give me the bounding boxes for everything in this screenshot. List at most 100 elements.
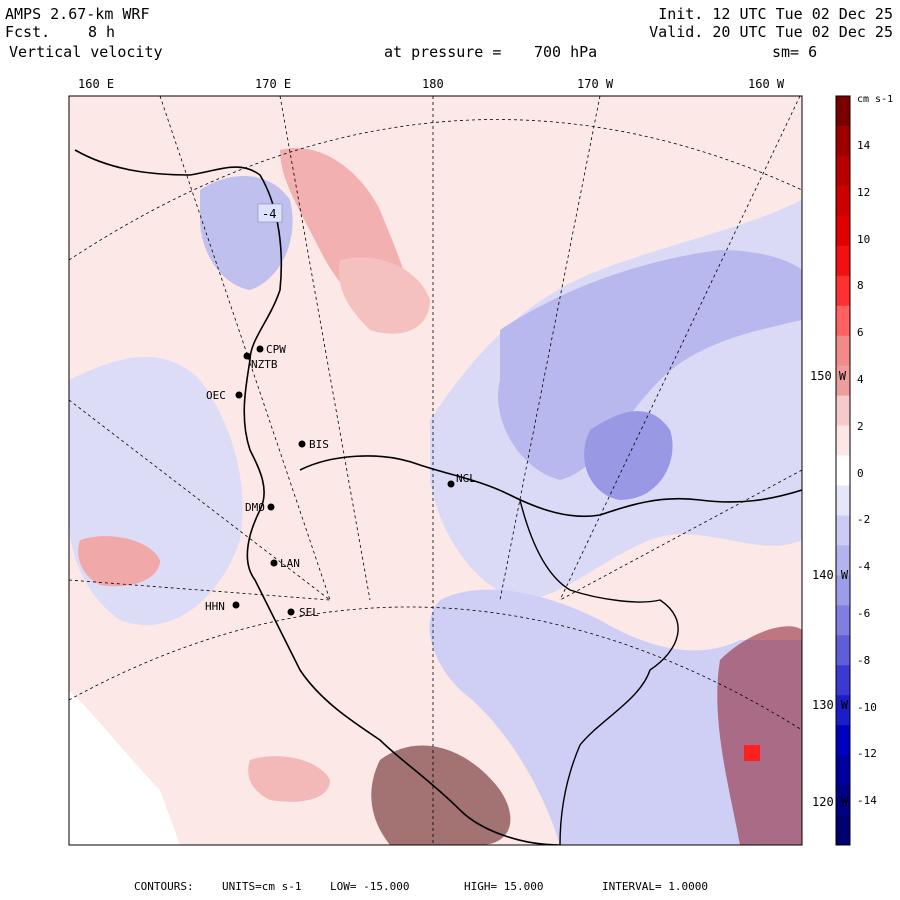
colorbar-tick-label: 4 bbox=[857, 373, 864, 386]
lon-label-160w: 160 W bbox=[748, 77, 785, 91]
colorbar-swatch bbox=[836, 575, 850, 606]
map-frame bbox=[68, 95, 803, 846]
smoothing: sm= 6 bbox=[772, 43, 818, 61]
station-dot-nztb bbox=[243, 352, 251, 360]
colorbar-swatch bbox=[836, 395, 850, 427]
contour-label: -4 bbox=[262, 207, 276, 221]
colorbar-swatch bbox=[836, 785, 850, 816]
graticule bbox=[69, 96, 802, 845]
station-dot-bis bbox=[298, 440, 306, 448]
lon-label-160e: 160 E bbox=[78, 77, 115, 91]
station-label-hhn: HHN bbox=[205, 600, 225, 613]
colorbar-tick-label: 12 bbox=[857, 185, 871, 199]
colorbar-tick-label: -8 bbox=[857, 653, 871, 667]
colorbar-swatch bbox=[836, 215, 850, 247]
lon-label-170e: 170 E bbox=[255, 77, 292, 91]
forecast-label: Fcst. bbox=[5, 23, 51, 41]
mountain-convection-s bbox=[371, 745, 511, 845]
footer-contours-label: CONTOURS: bbox=[134, 880, 194, 893]
coastline bbox=[74, 149, 561, 845]
colorbar-tick-label: 6 bbox=[857, 326, 864, 340]
station-dot-dmo bbox=[267, 503, 275, 511]
station-dot-hhn bbox=[232, 601, 240, 609]
colorbar-swatch bbox=[836, 96, 850, 127]
colorbar-units: cm s-1 bbox=[857, 94, 894, 105]
mountain-convection-se bbox=[717, 626, 802, 845]
lon-label-180: 180 bbox=[422, 77, 444, 91]
colorbar-tick-label: -6 bbox=[857, 607, 871, 620]
colorbar-swatch bbox=[836, 485, 850, 516]
blue-region-south bbox=[429, 589, 802, 845]
colorbar-frame bbox=[835, 95, 851, 846]
colorbar-tick-label: 8 bbox=[857, 279, 864, 293]
colorbar-tick-label: -14 bbox=[857, 794, 877, 808]
init-time: Init. 12 UTC Tue 02 Dec 25 bbox=[658, 5, 893, 23]
colorbar-swatch bbox=[836, 125, 850, 157]
model-title: AMPS 2.67-km WRF bbox=[5, 5, 150, 23]
footer-high: HIGH= 15.000 bbox=[464, 880, 544, 893]
field-name: Vertical velocity bbox=[9, 43, 163, 61]
colorbar bbox=[835, 95, 851, 846]
red-patch-west bbox=[78, 536, 160, 587]
colorbar-swatch bbox=[836, 545, 850, 576]
colorbar-swatch bbox=[836, 815, 850, 846]
forecast-hours: 8 h bbox=[88, 23, 116, 41]
colorbar-swatch bbox=[836, 605, 850, 636]
footer-interval: INTERVAL= 1.0000 bbox=[602, 880, 708, 893]
pressure-label: at pressure = bbox=[384, 43, 502, 61]
blue-region-core bbox=[498, 250, 802, 480]
red-patch-mid bbox=[339, 257, 430, 334]
contour-label-box bbox=[257, 203, 283, 223]
colorbar-tick-label: -2 bbox=[857, 513, 871, 527]
station-label-bis: BIS bbox=[309, 438, 329, 451]
colorbar-swatch bbox=[836, 695, 850, 726]
blue-region-deep bbox=[584, 411, 673, 500]
colorbar-tick-label: -10 bbox=[857, 700, 877, 714]
no-data-area bbox=[69, 690, 180, 845]
colorbar-swatch bbox=[836, 515, 850, 546]
colorbar-tick-label: -12 bbox=[857, 747, 877, 761]
station-dot-oec bbox=[235, 391, 243, 399]
lat-label-150w: 150 W bbox=[810, 369, 847, 383]
colorbar-swatch bbox=[836, 305, 850, 337]
colorbar-tick-label: 10 bbox=[857, 232, 871, 246]
station-label-sel: SEL bbox=[299, 606, 319, 619]
colorbar-swatch bbox=[836, 635, 850, 666]
station-label-ngl: NGL bbox=[456, 472, 476, 485]
station-dot-lan bbox=[270, 559, 278, 567]
colorbar-tick-label: 14 bbox=[857, 139, 871, 152]
red-cell-marker bbox=[744, 745, 760, 761]
station-label-nztb: NZTB bbox=[251, 358, 278, 371]
colorbar-tick-label: -4 bbox=[857, 560, 871, 574]
station-label-lan: LAN bbox=[280, 557, 300, 570]
colorbar-swatch bbox=[836, 365, 850, 397]
ice-shelf-edge bbox=[299, 455, 802, 518]
colorbar-swatch bbox=[836, 665, 850, 696]
ice-shelf-inner bbox=[519, 499, 679, 845]
colorbar-swatch bbox=[836, 425, 850, 457]
station-dot-ngl bbox=[447, 480, 455, 488]
lat-label-140w: 140 W bbox=[812, 568, 849, 582]
footer-units: UNITS=cm s-1 bbox=[222, 880, 302, 893]
colorbar-swatch bbox=[836, 455, 850, 486]
colorbar-swatch bbox=[836, 755, 850, 786]
colorbar-swatch bbox=[836, 725, 850, 756]
colorbar-swatch bbox=[836, 155, 850, 187]
lon-label-170w: 170 W bbox=[577, 77, 614, 91]
colorbar-swatch bbox=[836, 245, 850, 277]
lat-label-120w: 120 W bbox=[812, 795, 849, 809]
stations: CPW NZTB OEC BIS NGL DMO LAN HHN SEL bbox=[205, 343, 476, 619]
station-dot-sel bbox=[287, 608, 295, 616]
colorbar-swatch bbox=[836, 185, 850, 217]
valid-time: Valid. 20 UTC Tue 02 Dec 25 bbox=[649, 23, 893, 41]
colorbar-swatch bbox=[836, 335, 850, 367]
colorbar-swatch bbox=[836, 275, 850, 307]
lat-label-130w: 130 W bbox=[812, 698, 849, 712]
station-label-dmo: DMO bbox=[245, 501, 265, 514]
station-label-cpw: CPW bbox=[266, 343, 286, 356]
red-patch-south bbox=[248, 756, 330, 802]
pressure-value: 700 hPa bbox=[534, 43, 598, 61]
station-label-oec: OEC bbox=[206, 389, 226, 402]
station-dot-cpw bbox=[256, 345, 264, 353]
